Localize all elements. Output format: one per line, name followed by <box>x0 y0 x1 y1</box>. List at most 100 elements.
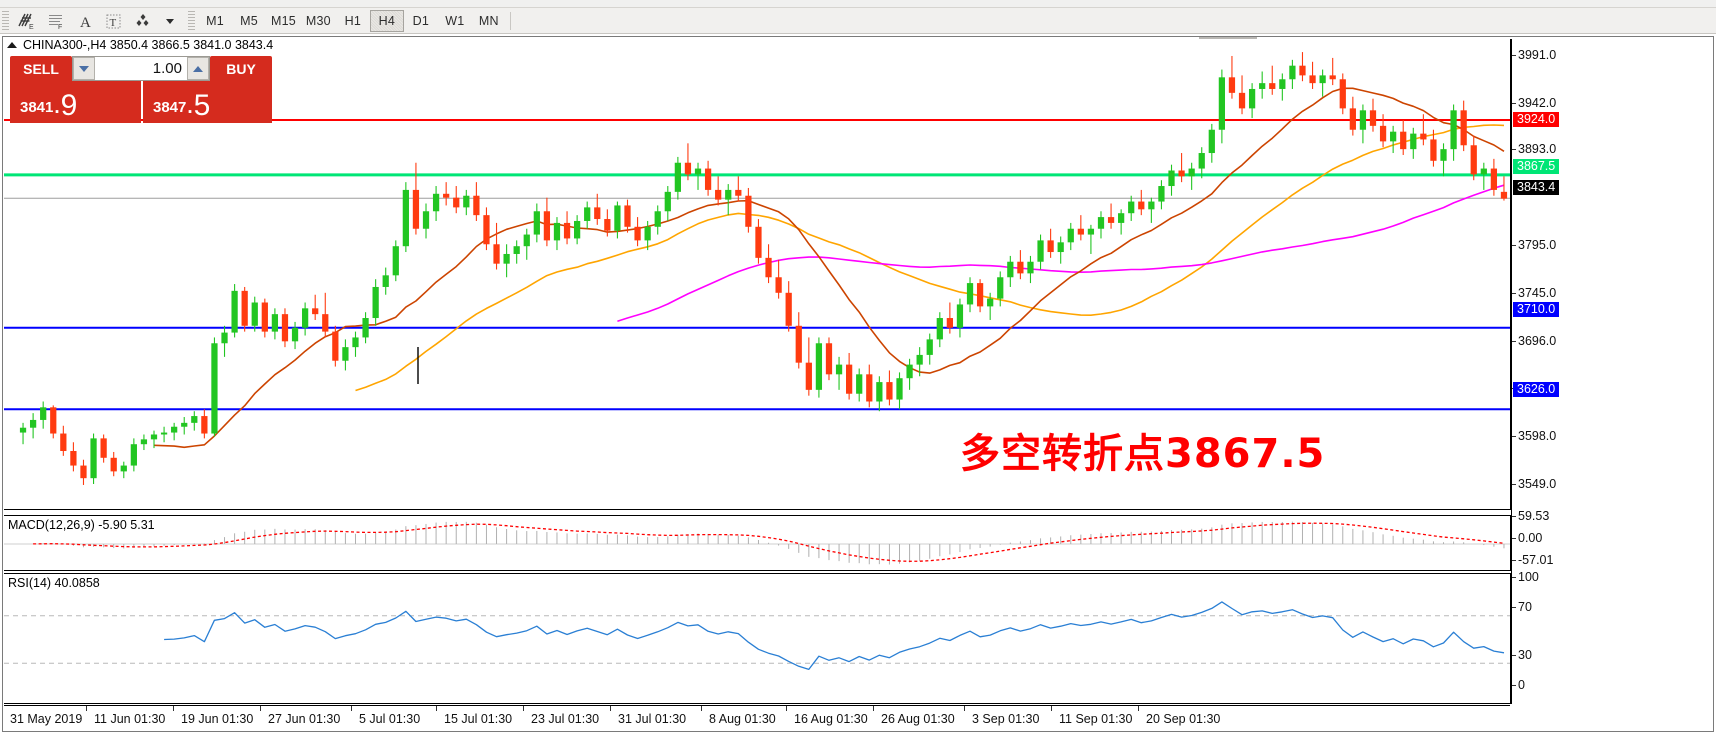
candlestick <box>866 364 873 408</box>
price-axis-badge-blue[interactable]: 3710.0 <box>1513 302 1560 317</box>
candlestick <box>654 205 661 235</box>
toolbar-drag-handle[interactable] <box>2 10 9 31</box>
price-axis-badge-blue[interactable]: 3626.0 <box>1513 382 1560 397</box>
timeframe-w1[interactable]: W1 <box>445 13 465 28</box>
candlestick <box>513 240 520 264</box>
grid-lines-icon[interactable]: F <box>42 10 72 32</box>
symbol-ohlc-text: CHINA300-,H4 3850.4 3866.5 3841.0 3843.4 <box>23 38 274 52</box>
timeframe-h1[interactable]: H1 <box>344 13 362 28</box>
candlestick <box>694 162 702 190</box>
price-axis-badge-black[interactable]: 3843.4 <box>1513 180 1560 195</box>
time-axis[interactable]: 31 May 2019 11 Jun 01:30 19 Jun 01:30 27 Ju… <box>4 705 1510 731</box>
candlestick <box>543 197 551 247</box>
candlestick <box>342 339 349 371</box>
candlestick <box>463 189 470 216</box>
sell-price-separator: . <box>54 97 60 118</box>
time-axis-tick <box>1138 706 1139 711</box>
candlestick <box>1148 197 1155 223</box>
collapse-triangle-icon[interactable] <box>7 42 17 48</box>
candlestick <box>251 296 258 332</box>
candlestick <box>1158 180 1165 210</box>
svg-text:A: A <box>80 15 91 30</box>
candlestick <box>1198 147 1205 179</box>
candlestick <box>1460 100 1467 152</box>
price-axis-badge-green[interactable]: 3867.5 <box>1513 159 1560 174</box>
sell-label[interactable]: SELL <box>10 56 72 81</box>
candlestick <box>644 220 651 251</box>
candlestick <box>1500 176 1508 201</box>
price-axis-badge-red[interactable]: 3924.0 <box>1513 112 1560 127</box>
candlestick <box>1410 127 1417 159</box>
candlestick <box>1480 162 1487 190</box>
candlestick <box>1138 189 1145 216</box>
timeframe-m15[interactable]: M15 <box>271 13 296 28</box>
candlestick <box>271 308 279 340</box>
candlestick <box>1430 129 1437 167</box>
candlestick <box>1269 65 1276 95</box>
text-label-icon[interactable]: A <box>72 10 100 32</box>
chart-window[interactable]: CHINA300-,H4 3850.4 3866.5 3841.0 3843.4… <box>2 36 1714 732</box>
timeframe-h4[interactable]: H4 <box>369 9 404 32</box>
candlestick <box>523 228 530 260</box>
volume-input[interactable]: 1.00 <box>95 57 187 80</box>
objects-dropdown-icon[interactable] <box>158 10 182 32</box>
chart-annotation-text: 多空转折点3867.5 <box>960 431 1326 477</box>
candlestick <box>886 370 893 406</box>
macd-pane[interactable]: MACD(12,26,9) -5.90 5.31 <box>4 515 1511 571</box>
timeframe-m1[interactable]: M1 <box>206 13 224 28</box>
chart-scrollbar-thumb[interactable] <box>1199 37 1257 40</box>
macd-axis-tick: 59.53 <box>1512 510 1549 523</box>
buy-price-decimal: 5 <box>193 89 211 122</box>
candlestick <box>60 425 67 456</box>
candlestick <box>795 312 802 369</box>
candlestick <box>473 182 480 221</box>
time-axis-label: 15 Jul 01:30 <box>444 712 513 726</box>
objects-icon[interactable] <box>128 10 158 32</box>
volume-increase-button[interactable] <box>187 57 209 80</box>
candlestick <box>1369 98 1377 132</box>
candlestick <box>181 417 188 435</box>
buy-label[interactable]: BUY <box>210 56 272 81</box>
candlestick <box>614 201 621 239</box>
candlestick <box>70 442 77 472</box>
time-axis-label: 26 Aug 01:30 <box>881 712 955 726</box>
timeframe-toolbar-drag-handle[interactable] <box>188 10 195 31</box>
timeframe-m5[interactable]: M5 <box>240 13 258 28</box>
candlestick <box>785 281 792 332</box>
candlestick <box>1349 96 1356 136</box>
time-axis-tick <box>351 706 352 711</box>
volume-stepper[interactable]: 1.00 <box>72 56 210 81</box>
timeframe-mn[interactable]: MN <box>478 13 499 28</box>
rsi-line <box>164 601 1505 671</box>
rsi-pane[interactable]: RSI(14) 40.0858 <box>4 573 1511 704</box>
candlestick <box>906 358 913 390</box>
sell-price-decimal: 9 <box>60 89 78 122</box>
candlestick <box>846 352 853 400</box>
candlestick <box>231 284 238 338</box>
buy-button[interactable]: 3847 . 5 <box>143 81 272 123</box>
candlestick <box>261 298 268 338</box>
one-click-trading-panel[interactable]: SELL 1.00 BUY 3841 . 9 3847 . 5 <box>10 56 272 123</box>
indicators-icon[interactable]: E <box>12 10 42 32</box>
text-object-icon[interactable]: T <box>100 10 128 32</box>
candlestick <box>402 182 409 253</box>
buy-price-separator: . <box>187 97 193 118</box>
candlestick <box>1279 73 1286 101</box>
time-axis-label: 23 Jul 01:30 <box>531 712 600 726</box>
timeframe-m30[interactable]: M30 <box>305 13 331 28</box>
price-axis[interactable]: 3991.03942.03893.03795.03745.03696.03647… <box>1511 39 1713 704</box>
candlestick <box>1178 153 1185 183</box>
candlestick <box>745 187 752 233</box>
candlestick <box>100 434 107 463</box>
sell-button[interactable]: 3841 . 9 <box>10 81 141 123</box>
candlestick <box>1218 69 1226 144</box>
timeframe-d1[interactable]: D1 <box>412 13 430 28</box>
candlestick <box>432 186 440 221</box>
time-axis-label: 3 Sep 01:30 <box>972 712 1040 726</box>
volume-decrease-button[interactable] <box>73 57 95 80</box>
candlestick <box>1420 114 1427 146</box>
candlestick <box>735 176 742 202</box>
candlestick <box>50 405 57 439</box>
candlestick <box>1037 234 1044 270</box>
candlestick <box>856 368 863 402</box>
